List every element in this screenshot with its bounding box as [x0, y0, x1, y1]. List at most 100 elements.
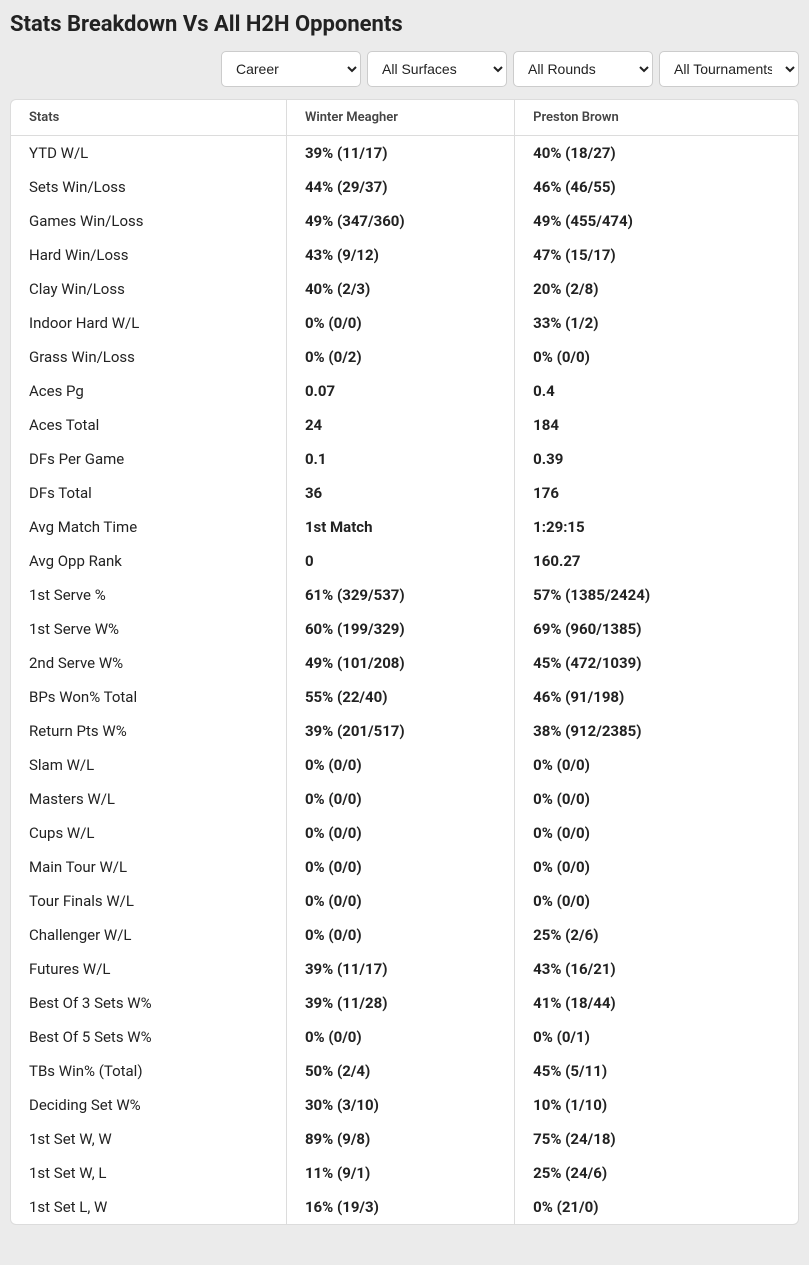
stat-value-player2: 10% (1/10)	[515, 1088, 798, 1122]
stat-value-player1: 60% (199/329)	[286, 612, 514, 646]
stat-value-player1: 39% (11/28)	[286, 986, 514, 1020]
stat-value-player1: 0.07	[286, 374, 514, 408]
stat-value-player1: 0% (0/0)	[286, 918, 514, 952]
stat-value-player1: 50% (2/4)	[286, 1054, 514, 1088]
stat-label: Games Win/Loss	[11, 204, 286, 238]
stat-value-player2: 41% (18/44)	[515, 986, 798, 1020]
stat-value-player2: 38% (912/2385)	[515, 714, 798, 748]
stat-value-player2: 1:29:15	[515, 510, 798, 544]
stat-value-player1: 39% (11/17)	[286, 136, 514, 171]
stat-label: TBs Win% (Total)	[11, 1054, 286, 1088]
table-row: Return Pts W%39% (201/517)38% (912/2385)	[11, 714, 798, 748]
stat-value-player2: 57% (1385/2424)	[515, 578, 798, 612]
stat-value-player1: 0% (0/0)	[286, 782, 514, 816]
stat-label: DFs Per Game	[11, 442, 286, 476]
surfaces-select[interactable]: All Surfaces	[367, 51, 507, 87]
stat-value-player1: 24	[286, 408, 514, 442]
stat-value-player2: 45% (472/1039)	[515, 646, 798, 680]
stat-label: DFs Total	[11, 476, 286, 510]
stat-value-player2: 0.4	[515, 374, 798, 408]
table-row: Masters W/L0% (0/0)0% (0/0)	[11, 782, 798, 816]
table-row: Grass Win/Loss0% (0/2)0% (0/0)	[11, 340, 798, 374]
tournaments-select[interactable]: All Tournaments	[659, 51, 799, 87]
stat-value-player2: 0% (0/0)	[515, 748, 798, 782]
stat-value-player1: 0% (0/0)	[286, 884, 514, 918]
stat-value-player2: 0% (0/0)	[515, 850, 798, 884]
stat-value-player1: 43% (9/12)	[286, 238, 514, 272]
table-row: Futures W/L39% (11/17)43% (16/21)	[11, 952, 798, 986]
stat-label: Aces Total	[11, 408, 286, 442]
stat-value-player2: 46% (91/198)	[515, 680, 798, 714]
table-row: Main Tour W/L0% (0/0)0% (0/0)	[11, 850, 798, 884]
table-row: Avg Opp Rank0160.27	[11, 544, 798, 578]
stat-label: Clay Win/Loss	[11, 272, 286, 306]
stat-value-player1: 49% (347/360)	[286, 204, 514, 238]
col-header-player1: Winter Meagher	[286, 100, 514, 136]
stat-value-player1: 0% (0/0)	[286, 816, 514, 850]
stat-value-player2: 0% (21/0)	[515, 1190, 798, 1224]
col-header-player2: Preston Brown	[515, 100, 798, 136]
stat-label: BPs Won% Total	[11, 680, 286, 714]
table-row: DFs Total36176	[11, 476, 798, 510]
stat-value-player1: 0% (0/2)	[286, 340, 514, 374]
stats-table: Stats Winter Meagher Preston Brown YTD W…	[11, 100, 798, 1224]
table-row: TBs Win% (Total)50% (2/4)45% (5/11)	[11, 1054, 798, 1088]
stat-label: 1st Set L, W	[11, 1190, 286, 1224]
stat-label: 1st Set W, W	[11, 1122, 286, 1156]
stat-label: Main Tour W/L	[11, 850, 286, 884]
stat-label: 2nd Serve W%	[11, 646, 286, 680]
table-row: Aces Total24184	[11, 408, 798, 442]
career-select[interactable]: Career	[221, 51, 361, 87]
stat-value-player1: 39% (201/517)	[286, 714, 514, 748]
stat-value-player1: 36	[286, 476, 514, 510]
table-row: Sets Win/Loss44% (29/37)46% (46/55)	[11, 170, 798, 204]
table-row: Best Of 3 Sets W%39% (11/28)41% (18/44)	[11, 986, 798, 1020]
stat-label: 1st Serve W%	[11, 612, 286, 646]
table-row: Challenger W/L0% (0/0)25% (2/6)	[11, 918, 798, 952]
stat-value-player1: 0% (0/0)	[286, 1020, 514, 1054]
col-header-stats: Stats	[11, 100, 286, 136]
stat-value-player1: 0% (0/0)	[286, 306, 514, 340]
stat-value-player2: 33% (1/2)	[515, 306, 798, 340]
table-row: Indoor Hard W/L0% (0/0)33% (1/2)	[11, 306, 798, 340]
table-row: Best Of 5 Sets W%0% (0/0)0% (0/1)	[11, 1020, 798, 1054]
stat-label: Masters W/L	[11, 782, 286, 816]
table-row: 1st Set W, L11% (9/1)25% (24/6)	[11, 1156, 798, 1190]
stat-value-player1: 0% (0/0)	[286, 748, 514, 782]
stat-value-player2: 49% (455/474)	[515, 204, 798, 238]
stat-label: 1st Set W, L	[11, 1156, 286, 1190]
stat-value-player2: 45% (5/11)	[515, 1054, 798, 1088]
stat-value-player1: 30% (3/10)	[286, 1088, 514, 1122]
page-title: Stats Breakdown Vs All H2H Opponents	[10, 12, 799, 37]
stat-value-player1: 11% (9/1)	[286, 1156, 514, 1190]
filter-bar: Career All Surfaces All Rounds All Tourn…	[10, 51, 799, 87]
stat-label: Cups W/L	[11, 816, 286, 850]
stat-value-player2: 0% (0/0)	[515, 884, 798, 918]
stat-label: Return Pts W%	[11, 714, 286, 748]
rounds-select[interactable]: All Rounds	[513, 51, 653, 87]
stat-value-player2: 47% (15/17)	[515, 238, 798, 272]
table-row: 1st Set W, W89% (9/8)75% (24/18)	[11, 1122, 798, 1156]
stat-value-player2: 0% (0/0)	[515, 340, 798, 374]
stat-label: 1st Serve %	[11, 578, 286, 612]
stat-label: Indoor Hard W/L	[11, 306, 286, 340]
stat-value-player2: 75% (24/18)	[515, 1122, 798, 1156]
table-row: Tour Finals W/L0% (0/0)0% (0/0)	[11, 884, 798, 918]
stat-value-player1: 0.1	[286, 442, 514, 476]
stat-value-player2: 0% (0/0)	[515, 816, 798, 850]
stat-value-player2: 0% (0/0)	[515, 782, 798, 816]
stat-value-player2: 0.39	[515, 442, 798, 476]
stat-label: Challenger W/L	[11, 918, 286, 952]
stat-label: Avg Match Time	[11, 510, 286, 544]
table-row: Deciding Set W%30% (3/10)10% (1/10)	[11, 1088, 798, 1122]
table-row: Cups W/L0% (0/0)0% (0/0)	[11, 816, 798, 850]
stat-value-player2: 20% (2/8)	[515, 272, 798, 306]
stat-value-player2: 43% (16/21)	[515, 952, 798, 986]
stat-value-player2: 160.27	[515, 544, 798, 578]
table-row: Slam W/L0% (0/0)0% (0/0)	[11, 748, 798, 782]
stat-label: Tour Finals W/L	[11, 884, 286, 918]
stat-label: Deciding Set W%	[11, 1088, 286, 1122]
stat-value-player1: 44% (29/37)	[286, 170, 514, 204]
stat-value-player1: 0	[286, 544, 514, 578]
stat-value-player1: 61% (329/537)	[286, 578, 514, 612]
